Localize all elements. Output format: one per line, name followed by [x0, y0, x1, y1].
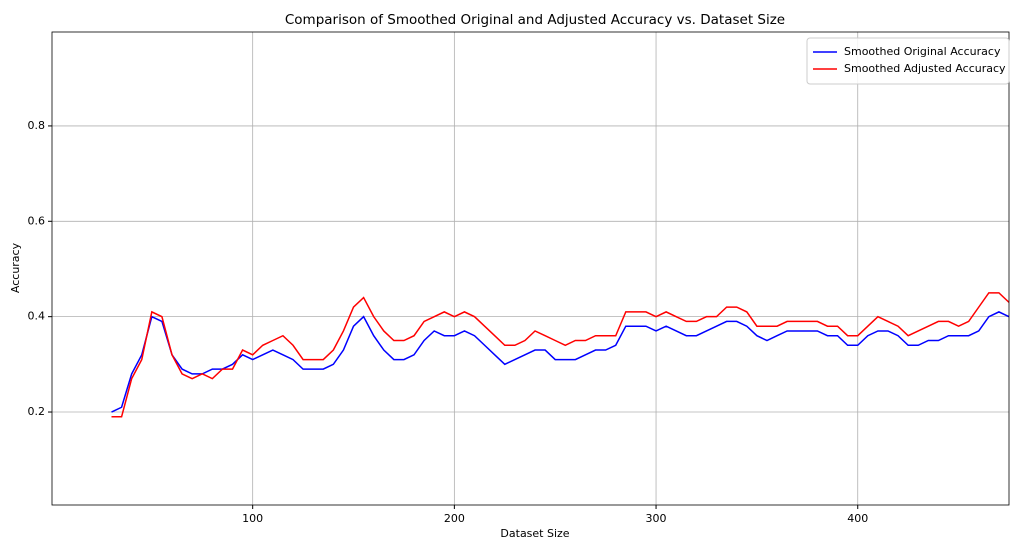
y-tick-label: 0.2: [28, 405, 46, 418]
x-axis-label: Dataset Size: [500, 527, 569, 539]
legend-label: Smoothed Adjusted Accuracy: [844, 62, 1006, 75]
x-tick-label: 100: [242, 512, 263, 525]
y-axis-label: Accuracy: [9, 242, 22, 293]
legend-box: [806, 37, 1010, 85]
data-line: [111, 292, 1009, 418]
y-tick-label: 0.4: [28, 310, 46, 323]
y-tick-label: 0.8: [28, 119, 46, 132]
data-line: [111, 311, 1009, 413]
x-tick-label: 200: [444, 512, 465, 525]
plot-area: [111, 292, 1009, 418]
chart-title: Comparison of Smoothed Original and Adju…: [285, 12, 785, 28]
x-tick-label: 400: [847, 512, 868, 525]
x-tick-label: 300: [646, 512, 667, 525]
plot-frame: [51, 31, 1010, 506]
y-tick-label: 0.6: [28, 214, 46, 227]
legend-label: Smoothed Original Accuracy: [844, 45, 1001, 58]
